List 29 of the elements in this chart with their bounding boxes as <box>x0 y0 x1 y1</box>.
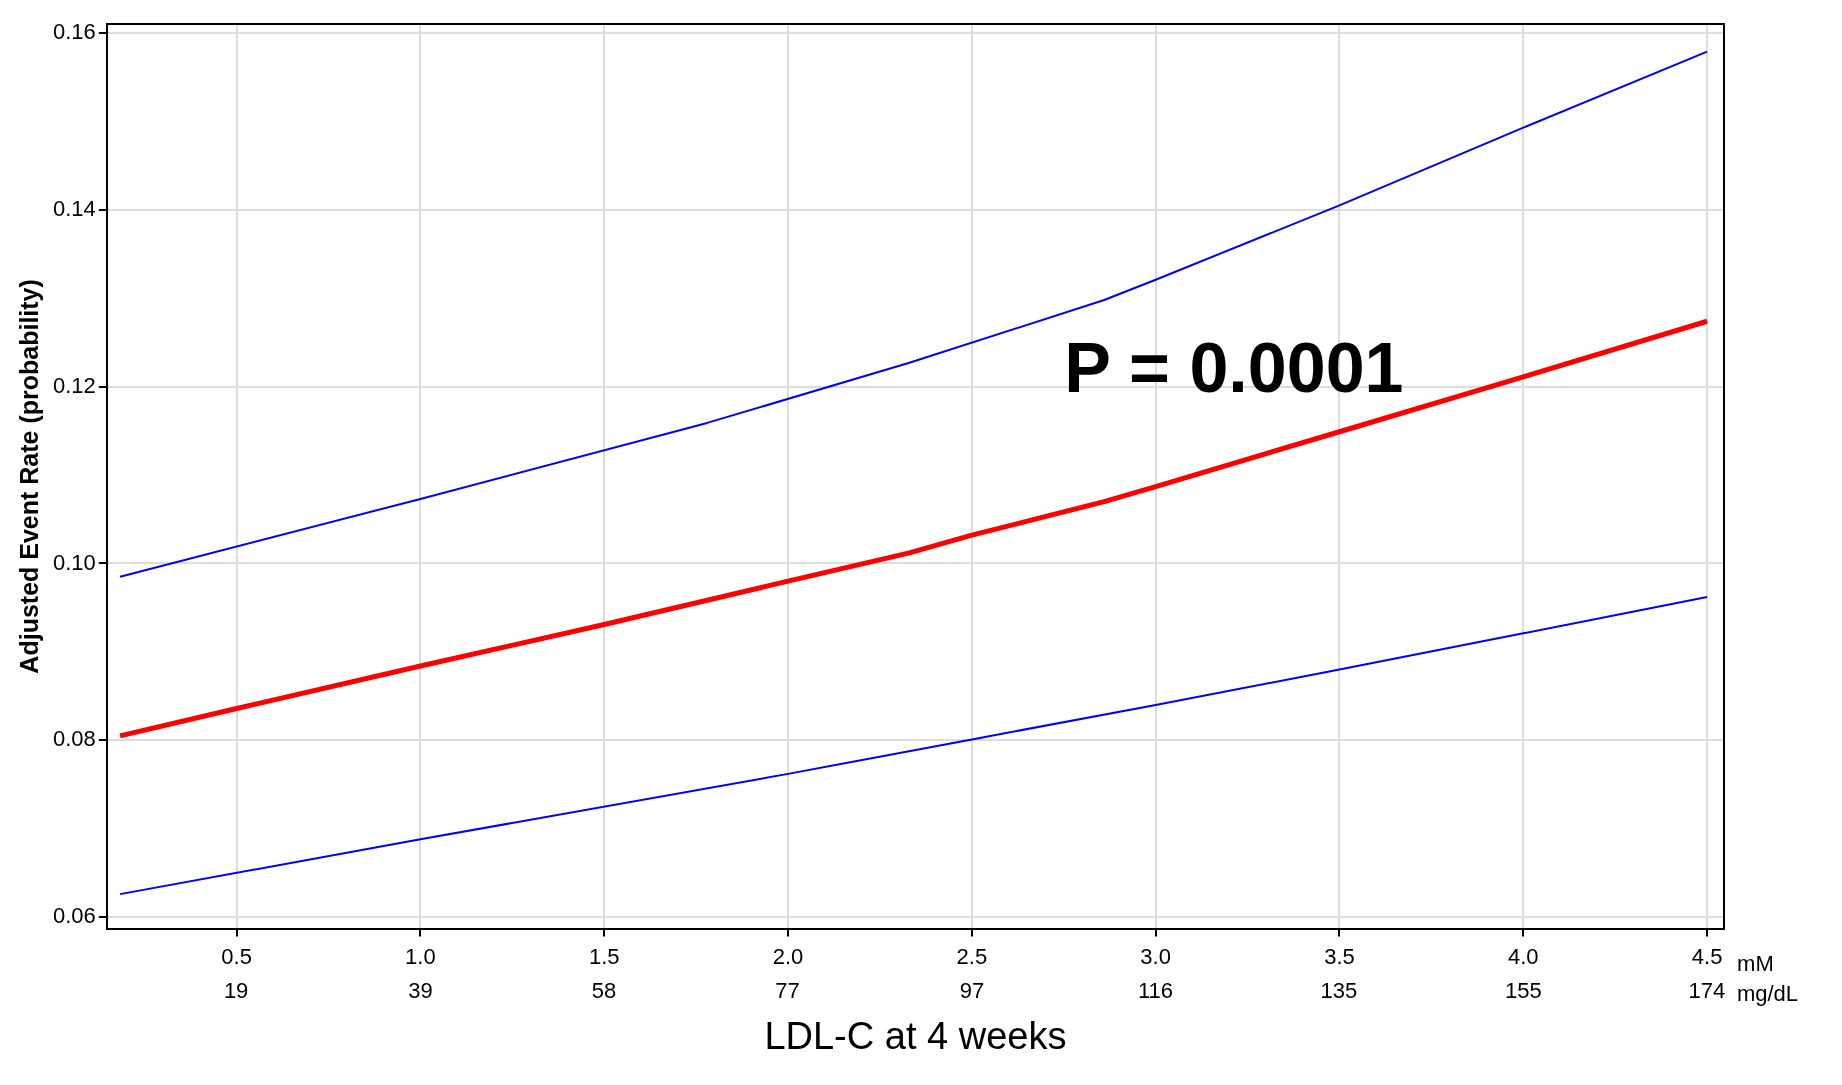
y-tick-label: 0.10 <box>52 549 96 575</box>
y-tick-label: 0.08 <box>52 726 96 752</box>
y-axis-title: Adjusted Event Rate (probability) <box>14 279 43 674</box>
text: mg/dL <box>1736 981 1799 1007</box>
x2-tick-label: 155 <box>1505 978 1542 1004</box>
x2-tick-label: 77 <box>775 978 800 1004</box>
x-tick-label: 3.0 <box>1140 943 1171 969</box>
x-tick-label: 3.5 <box>1324 943 1355 969</box>
x2-tick-label: 174 <box>1688 978 1726 1004</box>
x-tick-label: 4.0 <box>1507 943 1539 969</box>
annotation: P = 0.0001 <box>1064 328 1404 407</box>
x-tick-label: 2.5 <box>956 943 988 969</box>
text: mM <box>1737 950 1774 976</box>
x2-tick-label: 135 <box>1320 978 1358 1004</box>
y-tick-label: 0.12 <box>52 372 96 398</box>
x-tick-label: 1.0 <box>405 943 436 969</box>
x-tick-label: 2.0 <box>772 943 804 969</box>
x-tick-label: 1.5 <box>588 943 620 969</box>
x-tick-label: 4.5 <box>1691 943 1723 969</box>
y-tick-label: 0.06 <box>52 903 96 929</box>
y-tick-label: 0.16 <box>52 19 96 45</box>
y-tick-label: 0.14 <box>52 195 96 221</box>
x-tick-label: 0.5 <box>221 943 252 969</box>
x2-tick-label: 116 <box>1137 978 1174 1004</box>
x2-tick-label: 39 <box>408 978 433 1004</box>
x2-tick-label: 19 <box>223 978 249 1004</box>
x-axis-title: LDL-C at 4 weeks <box>764 1014 1067 1057</box>
x2-tick-label: 58 <box>591 978 617 1004</box>
x2-tick-label: 97 <box>959 978 985 1004</box>
